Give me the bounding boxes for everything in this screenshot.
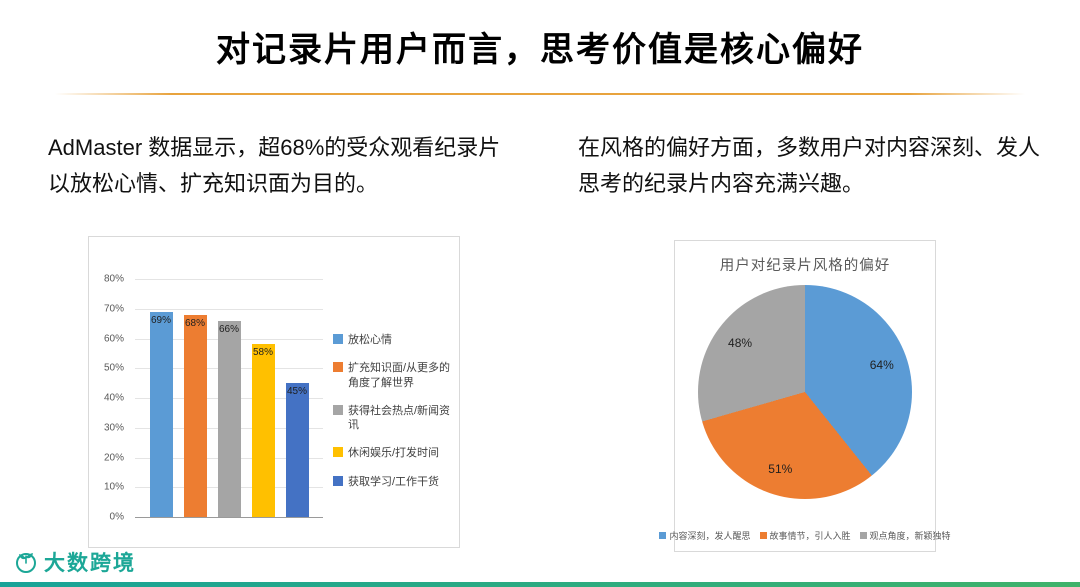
- gridline: [135, 517, 323, 518]
- pie-chart-title: 用户对纪录片风格的偏好: [719, 258, 891, 274]
- legend-item: 扩充知识面/从更多的角度了解世界: [333, 361, 455, 390]
- bar: 68%: [183, 314, 207, 517]
- bar-y-axis: 80% 70% 60% 50% 40% 30% 20% 10% 0%: [89, 274, 131, 523]
- pie-legend-swatch: [759, 532, 767, 539]
- bar-value-label: 69%: [150, 314, 172, 326]
- legend-label: 扩充知识面/从更多的角度了解世界: [348, 362, 451, 389]
- pie-legend-swatch: [859, 532, 867, 539]
- y-tick-label: 40%: [103, 392, 124, 404]
- pie-legend-label: 观点角度，新颖独特: [869, 531, 951, 541]
- y-tick-label: 50%: [103, 362, 124, 374]
- page-title: 对记录片用户而言，思考价值是核心偏好: [216, 31, 864, 69]
- pie-slice-label: 51%: [768, 462, 793, 477]
- pie-legend-item: 内容深刻，发人醒思: [659, 529, 751, 542]
- bar: 69%: [149, 311, 173, 517]
- legend-label: 休闲娱乐/打发时间: [348, 447, 440, 460]
- pie-slice-label: 64%: [869, 358, 894, 373]
- pie-legend-swatch: [659, 532, 667, 539]
- bar-value-label: 66%: [218, 323, 240, 335]
- footer-logo: 大数跨境: [14, 547, 136, 577]
- y-tick-label: 30%: [103, 422, 124, 434]
- legend-swatch: [333, 447, 343, 458]
- bar-series: 69% 68% 66% 58% 45%: [141, 279, 317, 517]
- legend-item: 放松心情: [333, 333, 455, 347]
- legend-label: 获得社会热点/新闻资讯: [348, 404, 451, 432]
- pie-slice-label: 48%: [728, 336, 753, 351]
- pie-legend-label: 故事情节，引人入胜: [769, 531, 851, 541]
- y-tick-label: 80%: [103, 273, 124, 285]
- legend-swatch: [333, 362, 343, 373]
- bar-chart: 80% 70% 60% 50% 40% 30% 20% 10% 0% 69% 68% 66% 58% 4…: [88, 236, 460, 548]
- left-paragraph: AdMaster 数据显示，超68%的受众观看纪录片以放松心情、扩充知识面为目的…: [48, 135, 501, 196]
- legend-swatch: [333, 475, 343, 486]
- bar: 58%: [251, 344, 275, 517]
- gridline: [135, 279, 323, 280]
- legend-item: 获取学习/工作干货: [333, 475, 455, 489]
- legend-swatch: [333, 404, 343, 415]
- bar-value-label: 58%: [252, 347, 274, 359]
- title-divider: [55, 93, 1025, 95]
- legend-label: 放松心情: [348, 334, 392, 346]
- legend-swatch: [333, 334, 343, 344]
- bar: 45%: [285, 383, 309, 517]
- bar: 66%: [217, 320, 241, 517]
- logo-icon: [16, 553, 36, 573]
- pie-legend-label: 内容深刻，发人醒思: [669, 531, 751, 541]
- pie-chart: 用户对纪录片风格的偏好 64% 51% 48% 内容深刻，发人醒思 故事情节，引人入胜…: [659, 240, 951, 552]
- pie-legend-item: 故事情节，引人入胜: [759, 529, 851, 542]
- y-tick-label: 0%: [109, 511, 124, 523]
- gridline: [135, 308, 323, 310]
- legend-label: 获取学习/工作干货: [348, 475, 440, 488]
- bar-legend: 放松心情扩充知识面/从更多的角度了解世界 获得社会热点/新闻资讯休闲娱乐/打发时间…: [333, 333, 455, 489]
- pie-legend: 内容深刻，发人醒思 故事情节，引人入胜 观点角度，新颖独特: [659, 529, 951, 542]
- right-paragraph: 在风格的偏好方面，多数用户对内容深刻、发人思考的纪录片内容充满兴趣。: [578, 135, 1041, 196]
- bottom-accent-strip: [0, 582, 1080, 587]
- bar-value-label: 45%: [286, 386, 308, 398]
- legend-item: 获得社会热点/新闻资讯: [333, 404, 455, 433]
- legend-item: 休闲娱乐/打发时间: [333, 446, 455, 460]
- y-tick-label: 60%: [103, 333, 124, 344]
- y-tick-label: 20%: [103, 452, 124, 463]
- pie: 64% 51% 48%: [698, 285, 912, 499]
- pie-legend-item: 观点角度，新颖独特: [859, 529, 951, 542]
- y-tick-label: 70%: [103, 303, 124, 315]
- footer-logo-text: 大数跨境: [44, 552, 136, 575]
- y-tick-label: 10%: [103, 481, 124, 493]
- bar-value-label: 68%: [184, 317, 206, 329]
